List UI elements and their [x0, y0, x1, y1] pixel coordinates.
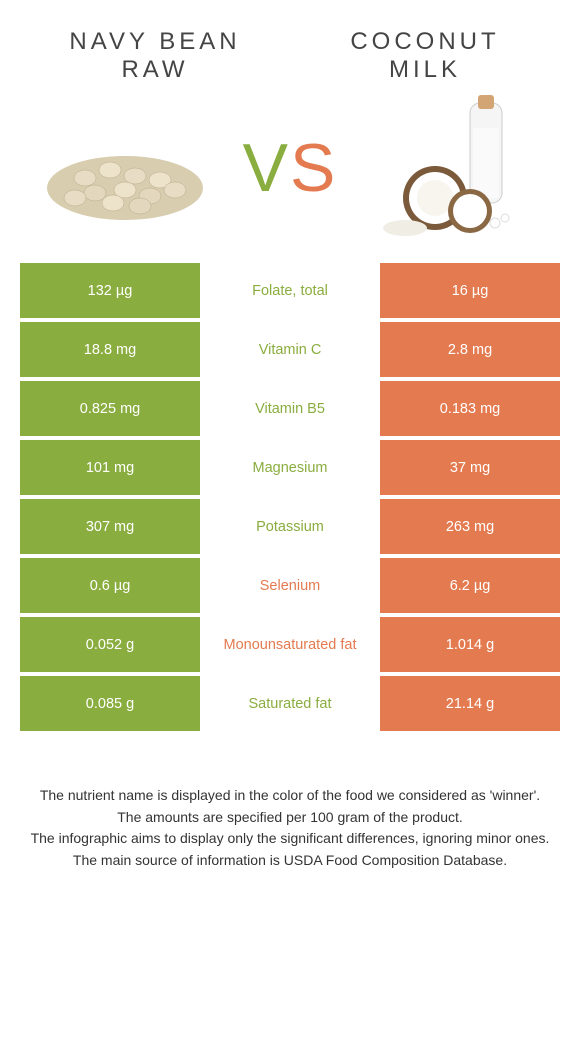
- nutrient-label-cell: Vitamin C: [200, 322, 380, 377]
- left-value-cell: 132 µg: [20, 263, 200, 318]
- nutrient-label-cell: Selenium: [200, 558, 380, 613]
- navy-bean-image: [35, 98, 215, 238]
- table-row: 0.6 µgSelenium6.2 µg: [20, 558, 560, 613]
- footer-line-4: The main source of information is USDA F…: [20, 851, 560, 871]
- table-row: 0.052 gMonounsaturated fat1.014 g: [20, 617, 560, 672]
- left-value-cell: 0.6 µg: [20, 558, 200, 613]
- left-value-cell: 101 mg: [20, 440, 200, 495]
- table-row: 0.085 gSaturated fat21.14 g: [20, 676, 560, 731]
- nutrient-label-cell: Saturated fat: [200, 676, 380, 731]
- left-value-cell: 0.052 g: [20, 617, 200, 672]
- vs-label: VS: [243, 129, 338, 207]
- left-value-cell: 0.825 mg: [20, 381, 200, 436]
- nutrient-label-cell: Monounsaturated fat: [200, 617, 380, 672]
- right-value-cell: 2.8 mg: [380, 322, 560, 377]
- right-value-cell: 37 mg: [380, 440, 560, 495]
- beans-icon: [35, 108, 215, 228]
- footer-line-1: The nutrient name is displayed in the co…: [20, 786, 560, 806]
- right-value-cell: 16 µg: [380, 263, 560, 318]
- nutrient-label-cell: Magnesium: [200, 440, 380, 495]
- footer-notes: The nutrient name is displayed in the co…: [20, 786, 560, 870]
- coconut-milk-image: [365, 98, 545, 238]
- right-value-cell: 1.014 g: [380, 617, 560, 672]
- table-row: 307 mgPotassium263 mg: [20, 499, 560, 554]
- table-row: 101 mgMagnesium37 mg: [20, 440, 560, 495]
- left-value-cell: 18.8 mg: [20, 322, 200, 377]
- vs-v: V: [243, 130, 290, 206]
- left-value-cell: 0.085 g: [20, 676, 200, 731]
- right-value-cell: 0.183 mg: [380, 381, 560, 436]
- right-value-cell: 263 mg: [380, 499, 560, 554]
- footer-line-2: The amounts are specified per 100 gram o…: [20, 808, 560, 828]
- coconut-icon: [375, 93, 535, 243]
- right-value-cell: 6.2 µg: [380, 558, 560, 613]
- table-row: 18.8 mgVitamin C2.8 mg: [20, 322, 560, 377]
- right-food-title: Coconut milk: [310, 28, 540, 83]
- footer-line-3: The infographic aims to display only the…: [20, 829, 560, 849]
- left-value-cell: 307 mg: [20, 499, 200, 554]
- right-value-cell: 21.14 g: [380, 676, 560, 731]
- left-food-title: Navy bean raw: [40, 28, 270, 83]
- nutrient-table: 132 µgFolate, total16 µg18.8 mgVitamin C…: [20, 263, 560, 731]
- table-row: 0.825 mgVitamin B50.183 mg: [20, 381, 560, 436]
- nutrient-label-cell: Folate, total: [200, 263, 380, 318]
- nutrient-label-cell: Potassium: [200, 499, 380, 554]
- table-row: 132 µgFolate, total16 µg: [20, 263, 560, 318]
- nutrient-label-cell: Vitamin B5: [200, 381, 380, 436]
- vs-s: S: [290, 130, 337, 206]
- header-titles: Navy bean raw Coconut milk: [0, 0, 580, 83]
- images-row: VS: [0, 83, 580, 263]
